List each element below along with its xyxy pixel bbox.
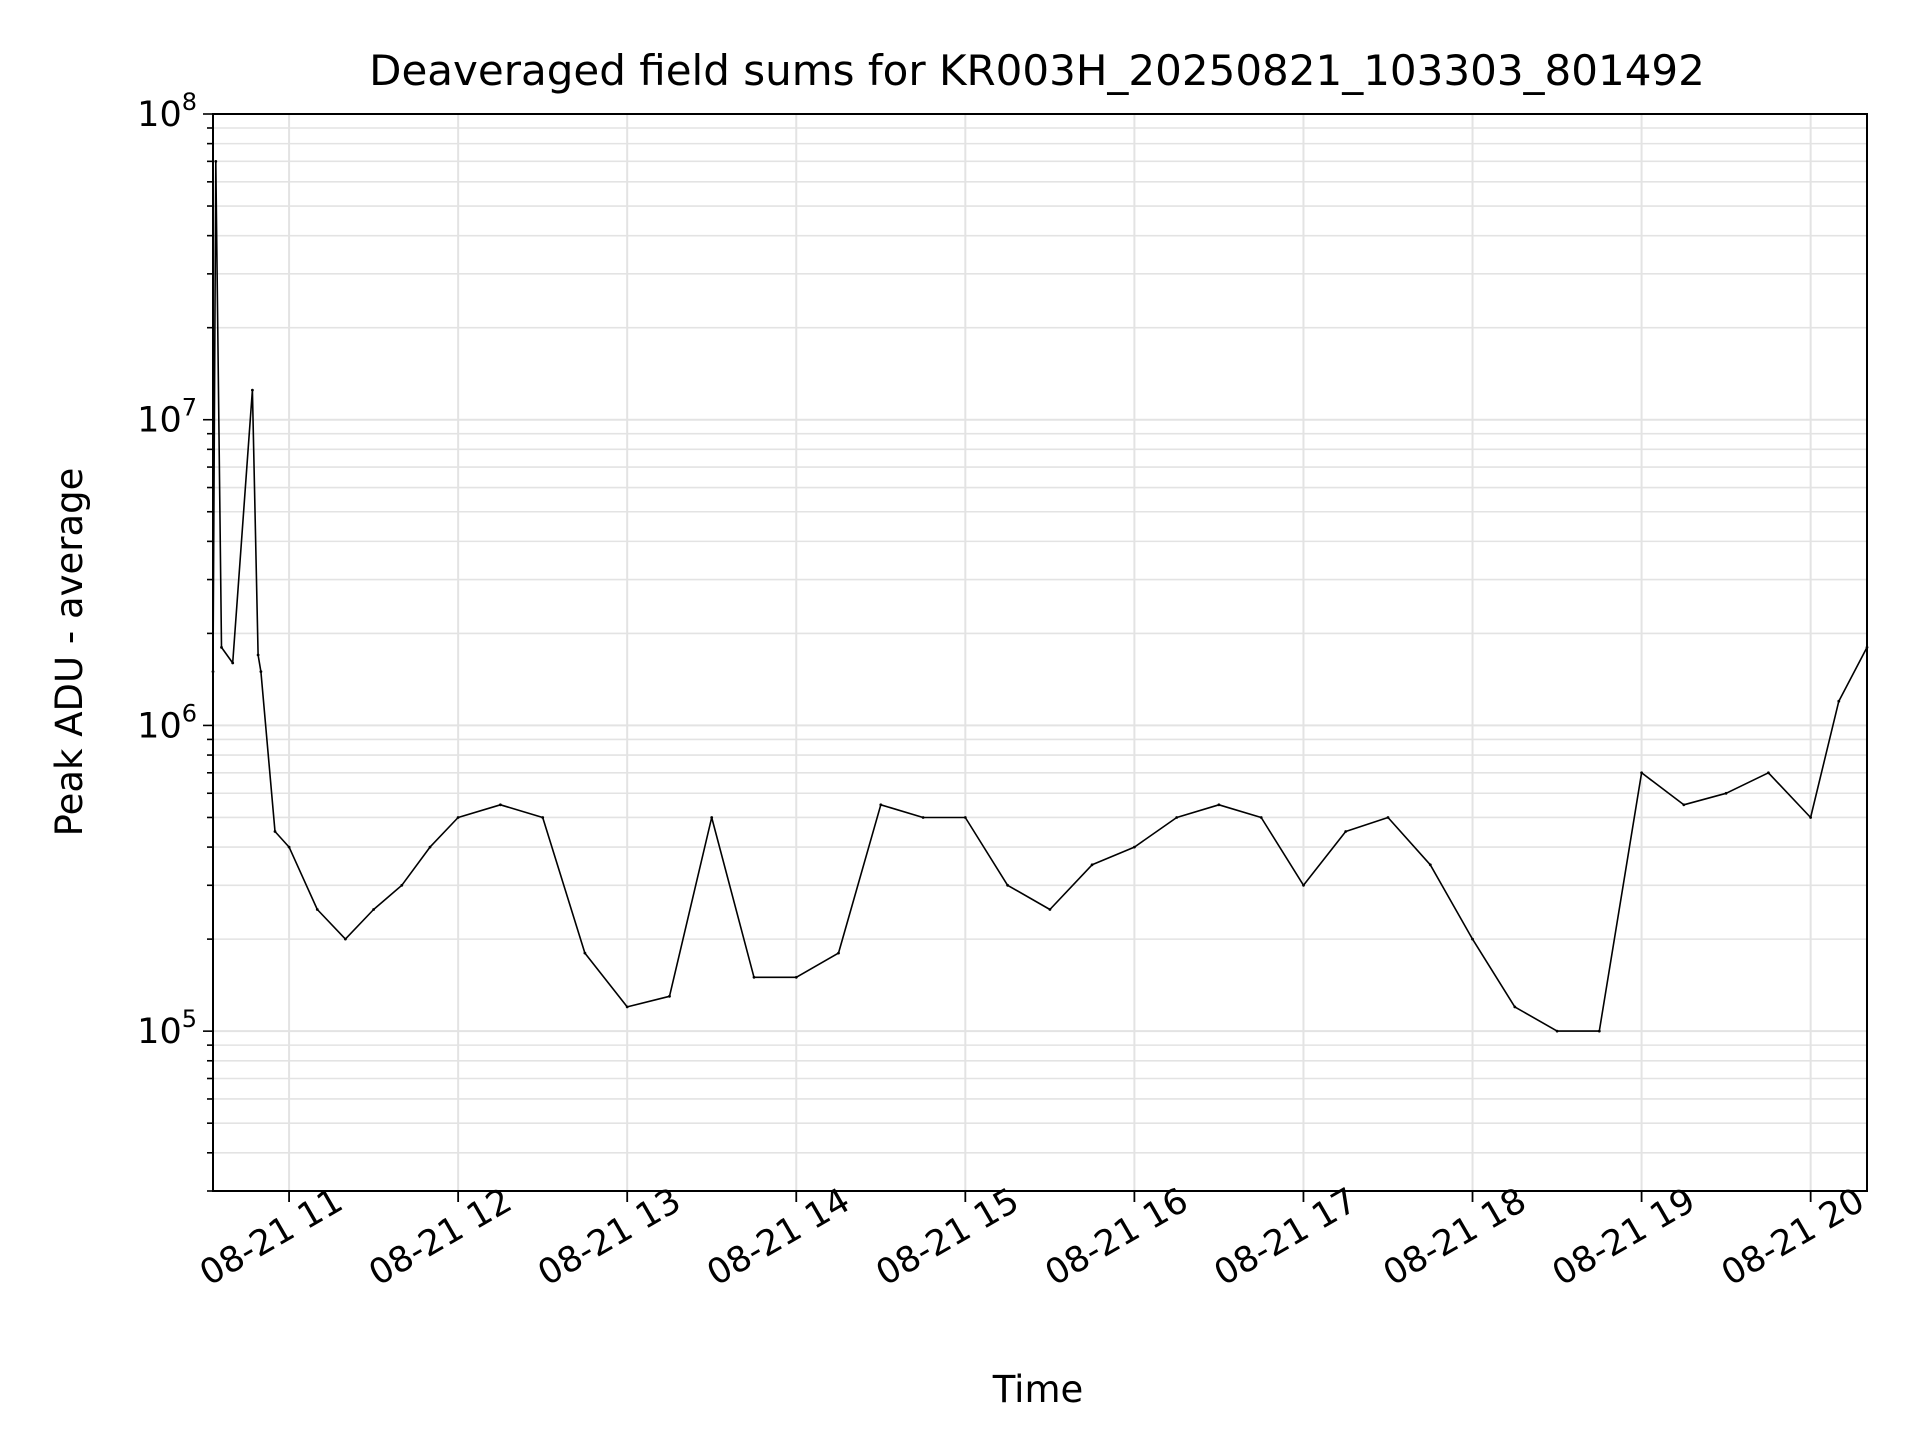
series-point xyxy=(1724,791,1728,795)
series-point xyxy=(583,951,587,955)
y-tick-exponent: 7 xyxy=(182,394,197,422)
y-tick-exponent: 6 xyxy=(182,699,197,727)
series-point xyxy=(1428,863,1432,867)
series-point xyxy=(1006,883,1009,887)
series-point xyxy=(1133,845,1136,849)
series-point xyxy=(287,845,291,849)
y-tick-label: 107 xyxy=(137,394,197,441)
series-point xyxy=(1555,1029,1559,1033)
y-tick-label: 105 xyxy=(137,1005,197,1052)
series-point xyxy=(541,816,545,819)
y-tick-base: 10 xyxy=(137,1012,182,1052)
series-point xyxy=(1767,771,1770,775)
series-point xyxy=(752,975,756,979)
series-point xyxy=(273,830,277,833)
series-point xyxy=(251,388,254,392)
y-tick-exponent: 5 xyxy=(182,1005,197,1033)
series-point xyxy=(1682,803,1686,807)
series-point xyxy=(837,951,840,955)
series-point xyxy=(214,160,218,163)
series-point xyxy=(1837,699,1841,703)
y-tick-exponent: 8 xyxy=(182,88,197,116)
series-point xyxy=(220,646,223,649)
series-point xyxy=(1386,816,1390,819)
y-tick-base: 10 xyxy=(137,706,182,746)
chart-title: Deaveraged field sums for KR003H_2025082… xyxy=(369,46,1705,95)
series-point xyxy=(1302,883,1305,887)
series-point xyxy=(256,653,260,657)
series-point xyxy=(921,816,925,819)
series-point xyxy=(1809,816,1812,819)
series-point xyxy=(1471,937,1474,941)
series-point xyxy=(456,816,460,819)
series-point xyxy=(625,1005,629,1009)
series-point xyxy=(315,908,319,911)
series-point xyxy=(1513,1005,1517,1009)
series-point xyxy=(963,816,967,819)
y-tick-base: 10 xyxy=(137,401,182,441)
x-axis-label: Time xyxy=(992,1368,1084,1411)
series-point xyxy=(259,670,263,673)
series-point xyxy=(710,816,714,819)
y-tick-label: 108 xyxy=(137,88,197,135)
series-point xyxy=(344,937,347,941)
series-point xyxy=(1344,830,1348,833)
y-tick-base: 10 xyxy=(137,95,182,135)
series-point xyxy=(1259,816,1263,819)
series-point xyxy=(428,845,432,849)
series-point xyxy=(372,908,375,911)
series-point xyxy=(1640,771,1643,775)
series-point xyxy=(1090,863,1094,867)
series-point xyxy=(1175,816,1179,819)
series-point xyxy=(668,994,671,998)
series-point xyxy=(400,883,404,887)
plot-frame xyxy=(212,113,1868,1192)
series-point xyxy=(499,803,502,807)
series-layer xyxy=(211,160,1869,1033)
y-axis-label: Peak ADU - average xyxy=(48,468,91,837)
series-point xyxy=(794,975,798,979)
series-point xyxy=(1048,908,1052,911)
series-point xyxy=(879,803,883,807)
series-point xyxy=(1597,1029,1601,1033)
series-point xyxy=(1217,803,1221,807)
series-point xyxy=(231,661,235,665)
y-tick-label: 106 xyxy=(137,699,197,746)
